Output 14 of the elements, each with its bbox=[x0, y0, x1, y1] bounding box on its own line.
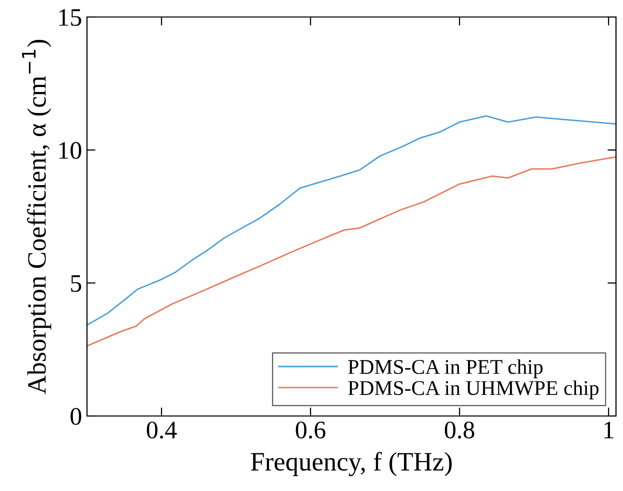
y-tick-label: 10 bbox=[59, 142, 82, 159]
x-tick-label: 0.6 bbox=[296, 422, 326, 439]
y-tick-label: 15 bbox=[59, 9, 82, 26]
y-tick-label: 0 bbox=[70, 408, 82, 425]
legend-label: PDMS-CA in PET chip bbox=[348, 359, 543, 378]
line-series bbox=[87, 115, 616, 326]
y-axis-title: Absorption Coefficient, α (cm$^{−1}$) bbox=[22, 40, 52, 394]
x-tick-label: 0.8 bbox=[444, 422, 474, 439]
y-tick-label: 5 bbox=[71, 275, 82, 292]
x-axis-title: Frequency, f (THz) bbox=[250, 452, 452, 476]
x-tick-label: 0.4 bbox=[146, 422, 177, 439]
line-series bbox=[87, 156, 616, 347]
x-tick-label: 1 bbox=[604, 422, 614, 438]
legend-label: PDMS-CA in UHMWPE chip bbox=[348, 380, 599, 400]
